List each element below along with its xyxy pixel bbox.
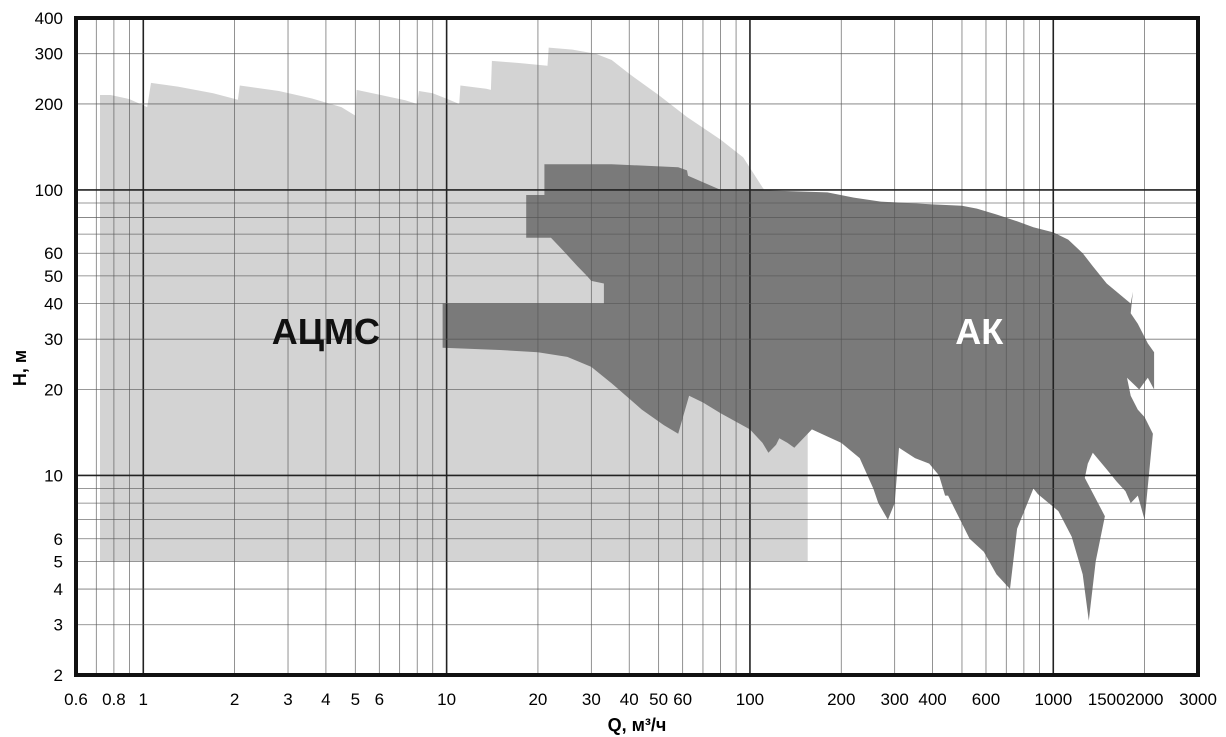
y-tick-label: 3 xyxy=(54,616,63,635)
x-tick-label: 100 xyxy=(736,690,764,709)
x-tick-label: 5 xyxy=(351,690,360,709)
region-label-ak: АК xyxy=(955,311,1004,352)
plot-frame xyxy=(74,16,1200,677)
x-tick-label: 60 xyxy=(673,690,692,709)
region-labels: АЦМС АК xyxy=(272,311,1004,352)
coverage-regions xyxy=(100,47,1155,621)
y-tick-label: 6 xyxy=(54,530,63,549)
y-axis-ticks: 2 3 4 5 6 10 20 30 40 50 60 100 200 300 400 xyxy=(35,9,63,685)
x-tick-label: 20 xyxy=(528,690,547,709)
y-tick-label: 100 xyxy=(35,181,63,200)
y-tick-label: 30 xyxy=(44,330,63,349)
y-axis-label: H, м xyxy=(10,350,30,386)
x-tick-label: 30 xyxy=(582,690,601,709)
y-tick-label: 10 xyxy=(44,466,63,485)
x-tick-label: 10 xyxy=(437,690,456,709)
y-tick-label: 5 xyxy=(54,552,63,571)
y-tick-label: 300 xyxy=(35,45,63,64)
x-tick-label: 1500 xyxy=(1088,690,1126,709)
x-axis-label: Q, м³/ч xyxy=(608,715,667,735)
x-tick-label: 40 xyxy=(620,690,639,709)
x-tick-label: 0.8 xyxy=(102,690,126,709)
x-tick-label: 600 xyxy=(972,690,1000,709)
y-tick-label: 4 xyxy=(54,580,63,599)
grid-lines xyxy=(76,18,1198,675)
region-ak xyxy=(442,164,1155,621)
y-tick-label: 20 xyxy=(44,380,63,399)
y-tick-label: 400 xyxy=(35,9,63,28)
x-tick-label: 2000 xyxy=(1126,690,1164,709)
y-tick-label: 200 xyxy=(35,95,63,114)
x-tick-label: 1000 xyxy=(1034,690,1072,709)
x-tick-label: 0.6 xyxy=(64,690,88,709)
y-tick-label: 60 xyxy=(44,244,63,263)
x-tick-label: 3000 xyxy=(1179,690,1217,709)
y-tick-label: 40 xyxy=(44,295,63,314)
x-tick-label: 2 xyxy=(230,690,239,709)
y-tick-label: 2 xyxy=(54,666,63,685)
y-tick-label: 50 xyxy=(44,267,63,286)
x-tick-label: 50 xyxy=(649,690,668,709)
x-axis-ticks: 0.6 0.8 1 2 3 4 5 6 10 20 30 40 50 60 100 200 300 400 600 1… xyxy=(64,690,1217,709)
x-tick-label: 4 xyxy=(321,690,330,709)
x-tick-label: 3 xyxy=(283,690,292,709)
x-tick-label: 200 xyxy=(827,690,855,709)
x-tick-label: 6 xyxy=(375,690,384,709)
x-tick-label: 300 xyxy=(880,690,908,709)
x-tick-label: 1 xyxy=(139,690,148,709)
x-tick-label: 400 xyxy=(918,690,946,709)
region-label-acms: АЦМС xyxy=(272,311,380,352)
